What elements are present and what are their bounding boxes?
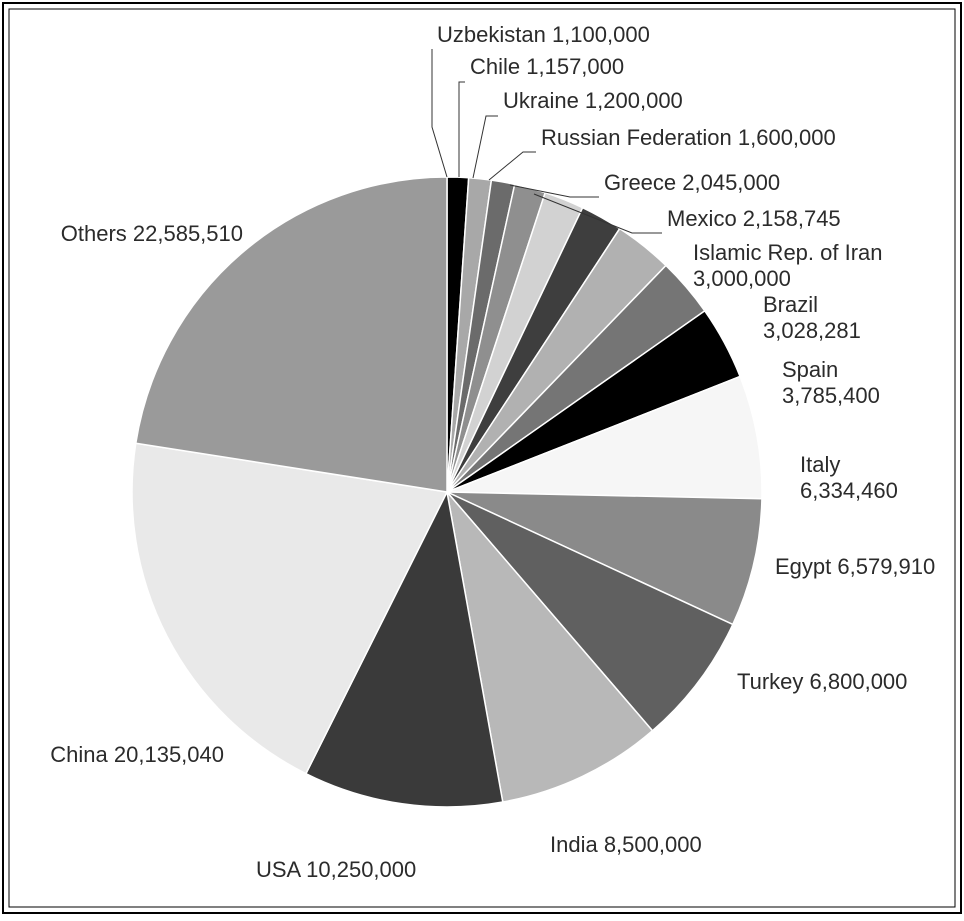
- leader-line: [432, 49, 447, 177]
- slice-label: 3,785,400: [782, 383, 880, 408]
- slice-label: Others 22,585,510: [61, 221, 243, 246]
- slice-label: 6,334,460: [800, 478, 898, 503]
- slice-label: India 8,500,000: [550, 832, 702, 857]
- slice-label: China 20,135,040: [50, 742, 224, 767]
- leader-line: [473, 116, 498, 178]
- leader-line: [459, 82, 465, 177]
- slice-label: Egypt 6,579,910: [775, 554, 935, 579]
- slice-label: Uzbekistan 1,100,000: [437, 22, 650, 47]
- slice-label: Spain: [782, 357, 838, 382]
- slice-label: Islamic Rep. of Iran: [693, 240, 883, 265]
- slice-label: Chile 1,157,000: [470, 54, 624, 79]
- slice-label: 3,000,000: [693, 266, 791, 291]
- leader-line: [489, 152, 536, 180]
- slice-label: Greece 2,045,000: [604, 170, 780, 195]
- slice-label: Mexico 2,158,745: [667, 206, 841, 231]
- slice-label: 3,028,281: [763, 318, 861, 343]
- slice-label: Ukraine 1,200,000: [503, 88, 683, 113]
- slice-label: Brazil: [763, 292, 818, 317]
- chart-root: Uzbekistan 1,100,000 Chile 1,157,000 Ukrai…: [0, 0, 964, 916]
- pie: [132, 177, 762, 807]
- slice-label: Italy: [800, 452, 840, 477]
- slice-label: Russian Federation 1,600,000: [541, 125, 836, 150]
- slice-label: Turkey 6,800,000: [737, 669, 907, 694]
- slice-label: USA 10,250,000: [256, 857, 416, 882]
